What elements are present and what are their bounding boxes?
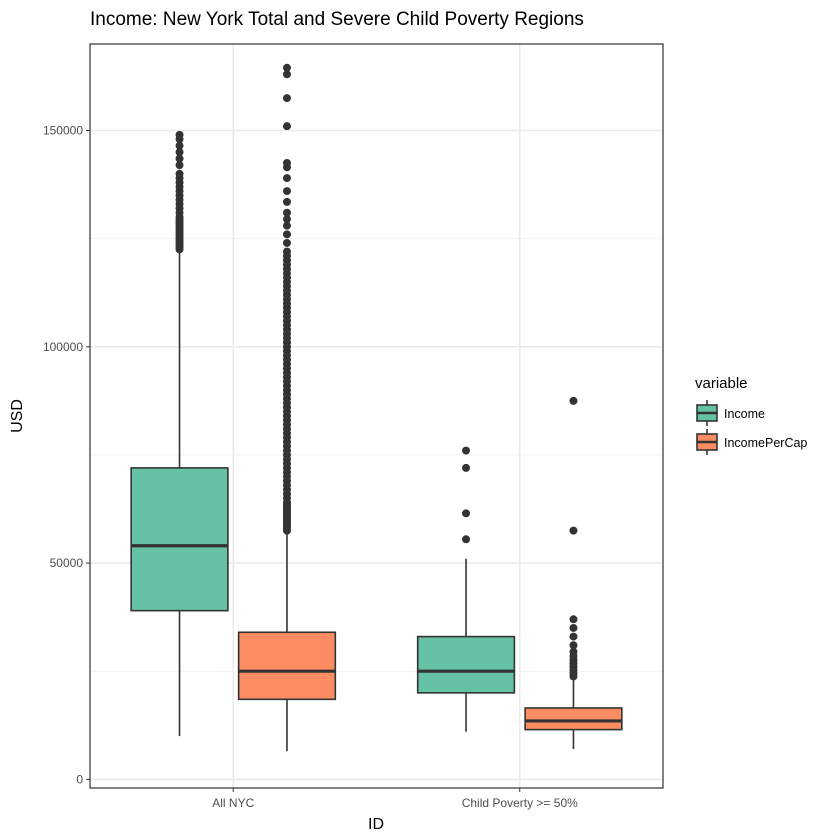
legend: variable Income IncomePerCap <box>695 375 807 455</box>
box-incomepercap <box>524 396 623 750</box>
legend-item-income: Income <box>696 400 765 426</box>
boxplot-marks <box>130 63 623 752</box>
y-tick-label: 0 <box>76 772 83 786</box>
outlier-point <box>282 238 291 247</box>
iqr-box <box>524 707 623 731</box>
outlier-point <box>282 63 291 72</box>
outlier-point <box>175 169 184 178</box>
outlier-point <box>462 446 471 455</box>
outlier-point <box>462 509 471 518</box>
panel-border <box>89 43 664 789</box>
outlier-point <box>569 615 578 624</box>
outlier-point <box>282 208 291 217</box>
outlier-point <box>569 641 578 650</box>
outlier-point <box>282 247 291 256</box>
plot-panel <box>90 44 663 788</box>
outlier-point <box>175 130 184 139</box>
outlier-point <box>569 632 578 641</box>
outlier-point <box>175 148 184 157</box>
box-income <box>416 446 516 732</box>
box-income <box>130 130 229 737</box>
outlier-point <box>569 526 578 535</box>
outlier-point <box>282 221 291 230</box>
iqr-box <box>237 631 337 701</box>
y-tick-label: 100000 <box>43 340 83 354</box>
major-gridlines <box>90 44 663 788</box>
legend-label: Income <box>724 407 765 421</box>
iqr-box <box>130 467 229 612</box>
outlier-point <box>175 141 184 150</box>
outlier-point <box>282 174 291 183</box>
outlier-point <box>569 647 578 656</box>
x-axis-ticks: All NYC Child Poverty >= 50% <box>212 788 578 810</box>
outlier-point <box>282 158 291 167</box>
outlier-point <box>282 187 291 196</box>
minor-gridlines <box>90 238 663 672</box>
outlier-point <box>282 230 291 239</box>
legend-item-incomepercap: IncomePerCap <box>696 429 807 455</box>
x-axis-title: ID <box>368 816 384 833</box>
outlier-point <box>462 463 471 472</box>
outlier-point <box>282 94 291 103</box>
outlier-point <box>569 396 578 405</box>
x-tick-label: All NYC <box>212 796 254 810</box>
outlier-point <box>175 154 184 163</box>
outlier-point <box>282 215 291 224</box>
y-axis-title: USD <box>9 399 26 433</box>
y-axis-ticks: 0 50000 100000 150000 <box>43 124 90 786</box>
box-incomepercap <box>237 63 337 752</box>
legend-title: variable <box>695 375 748 392</box>
chart-title: Income: New York Total and Severe Child … <box>90 9 584 30</box>
iqr-box <box>416 635 516 694</box>
outlier-point <box>175 161 184 170</box>
outlier-point <box>462 535 471 544</box>
outlier-point <box>282 122 291 131</box>
x-tick-label: Child Poverty >= 50% <box>462 796 578 810</box>
outlier-point <box>569 623 578 632</box>
y-tick-label: 50000 <box>50 556 84 570</box>
y-tick-label: 150000 <box>43 124 83 138</box>
outlier-point <box>282 197 291 206</box>
outlier-point <box>282 70 291 79</box>
legend-label: IncomePerCap <box>724 436 807 450</box>
